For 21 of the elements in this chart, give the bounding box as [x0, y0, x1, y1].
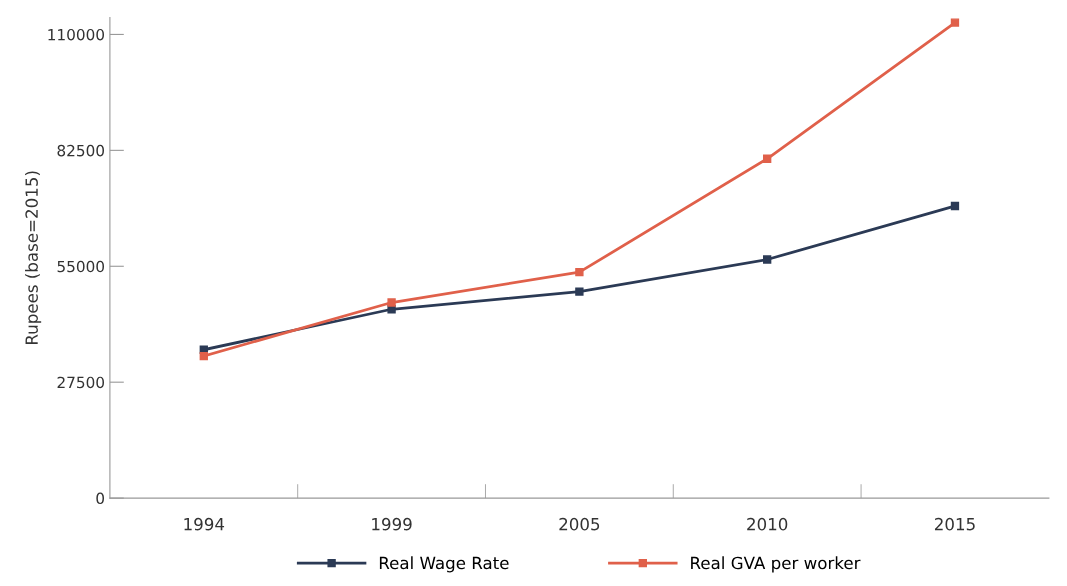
x-tick-label: 2005: [559, 517, 600, 531]
y-tick-label: 110000: [48, 28, 105, 41]
y-tick-label: 27500: [57, 376, 105, 389]
y-axis-title: Rupees (base=2015): [25, 171, 42, 344]
point: [575, 268, 584, 277]
point: [950, 201, 960, 211]
y-tick-label: 82500: [57, 144, 105, 157]
point: [575, 287, 584, 296]
y-tick-label: 0: [96, 492, 105, 505]
point: [763, 255, 772, 264]
x-tick-label: 2010: [747, 517, 788, 531]
y-tick-label: 55000: [57, 260, 105, 273]
x-tick-label: 2015: [934, 517, 975, 531]
point: [387, 298, 396, 307]
point: [950, 18, 960, 27]
legend-label: Real Wage Rate: [379, 556, 509, 573]
x-tick-label: 1999: [372, 517, 412, 531]
point: [199, 351, 208, 361]
x-tick-label: 1994: [184, 517, 225, 531]
point: [763, 154, 772, 163]
legend-label: Real GVA per worker: [691, 556, 861, 573]
